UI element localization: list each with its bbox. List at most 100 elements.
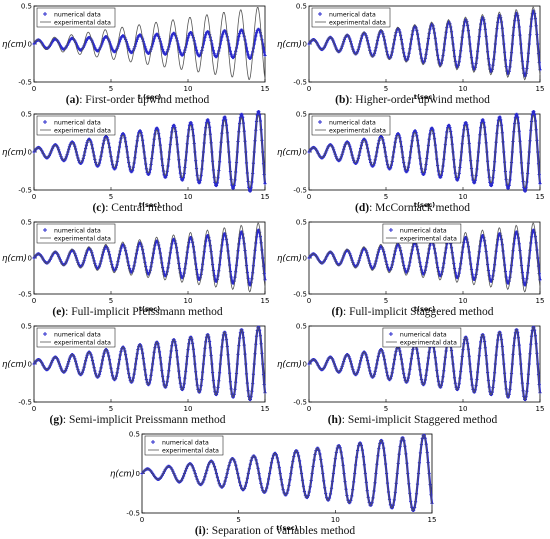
panel-c: 0 5 10 15 -0.5 0 0.5 t(sec) η(cm) numerical data e… (0, 108, 275, 216)
caption-text: : First-order upwind method (79, 94, 210, 106)
y-tick-label: -0.5 (293, 187, 307, 195)
x-tick-label: 15 (428, 516, 437, 524)
x-tick-label: 0 (140, 516, 144, 524)
legend-box (311, 7, 391, 28)
panel-e: 0 5 10 15 -0.5 0 0.5 t(sec) η(cm) numerical data e… (0, 216, 275, 320)
caption-text: : Full-implicit Preissmann method (65, 306, 223, 318)
y-tick-label: -0.5 (293, 79, 307, 87)
legend-label-2: experimental data (54, 339, 111, 346)
y-tick-label: 0 (28, 361, 32, 369)
x-axis-label: t(sec) (414, 305, 435, 313)
caption-letter: (a) (65, 94, 80, 106)
y-tick-label: 0.5 (296, 323, 307, 331)
y-tick-label: 0 (28, 41, 32, 49)
caption-g: (g): Semi-implicit Preissmann method (0, 414, 275, 426)
x-tick-label: 5 (109, 297, 113, 305)
legend-marker-1 (388, 228, 393, 232)
y-tick-label: 0.5 (21, 3, 32, 11)
legend-box (382, 223, 462, 244)
legend-box (144, 435, 224, 456)
x-tick-label: 15 (261, 297, 270, 305)
y-axis-label: η(cm) (277, 254, 302, 264)
y-tick-label: -0.5 (126, 510, 140, 518)
y-axis-label: η(cm) (277, 148, 302, 158)
caption-f: (f): Full-implicit Staggered method (275, 306, 550, 318)
legend-label-1: numerical data (162, 439, 209, 446)
y-axis-label: η(cm) (2, 360, 27, 370)
y-axis-label: η(cm) (2, 148, 27, 158)
x-tick-label: 5 (109, 193, 113, 201)
y-tick-label: 0 (136, 470, 140, 478)
x-tick-label: 10 (459, 297, 468, 305)
y-tick-label: 0 (28, 255, 32, 263)
legend-label-2: experimental data (329, 19, 386, 26)
x-axis-label: t(sec) (139, 201, 160, 209)
caption-c: (c): Central method (0, 202, 275, 214)
caption-b: (b): Higher-order upwind method (275, 94, 550, 106)
caption-letter: (i) (194, 525, 206, 537)
caption-letter: (e) (52, 306, 66, 318)
x-tick-label: 15 (261, 85, 270, 93)
y-tick-label: 0.5 (21, 323, 32, 331)
panel-b: 0 5 10 15 -0.5 0 0.5 t(sec) η(cm) numerical data e… (275, 0, 550, 108)
series-2-line (33, 326, 266, 401)
series-2-line (33, 114, 266, 189)
x-tick-label: 10 (459, 193, 468, 201)
legend-marker-1 (388, 332, 393, 336)
y-tick-label: -0.5 (293, 291, 307, 299)
legend-marker-1 (151, 440, 155, 444)
legend-box (36, 223, 116, 244)
chart-e: 0 5 10 15-0.500.5t(sec)η(cm)numerical datae… (2, 219, 270, 314)
chart-b: 0 5 10 15-0.500.5t(sec)η(cm)numerical datae… (277, 3, 544, 102)
x-tick-label: 5 (109, 405, 113, 413)
y-tick-label: 0 (303, 149, 307, 157)
panel-f: 0 5 10 15 -0.5 0 0.5 t(sec) η(cm) numerical data e… (275, 216, 550, 320)
y-tick-label: 0.5 (296, 111, 307, 119)
y-tick-label: 0.5 (296, 219, 307, 227)
x-tick-label: 0 (307, 85, 311, 93)
caption-text: : Full-implicit Staggered method (343, 306, 494, 318)
x-tick-label: 15 (536, 193, 545, 201)
panel-h: 0 5 10 15 -0.5 0 0.5 η(cm) numerical data experim… (275, 320, 550, 428)
legend-label-1: numerical data (329, 11, 376, 18)
y-tick-label: 0.5 (21, 111, 32, 119)
legend-label-2: experimental data (329, 127, 386, 134)
x-tick-label: 0 (32, 405, 36, 413)
chart-d: 0 5 10 15-0.500.5t(sec)η(cm)numerical datae… (277, 110, 545, 209)
x-tick-label: 5 (384, 85, 388, 93)
series-2-line (33, 6, 266, 80)
legend-box (36, 115, 116, 136)
caption-text: : Higher-order upwind method (349, 94, 490, 106)
x-tick-label: 10 (331, 516, 340, 524)
legend-box (382, 327, 462, 348)
x-tick-label: 10 (184, 85, 193, 93)
legend-label-2: experimental data (54, 127, 111, 134)
legend-label-1: numerical data (329, 119, 376, 126)
legend-label-1: numerical data (400, 227, 447, 234)
caption-a: (a): First-order upwind method (0, 94, 275, 106)
x-tick-label: 10 (184, 405, 193, 413)
chart-a: 0 5 10 15-0.500.5t (sec)η(cm)numerical data… (2, 3, 270, 102)
x-tick-label: 5 (109, 85, 113, 93)
legend-label-1: numerical data (54, 119, 101, 126)
chart-c: 0 5 10 15-0.500.5t(sec)η(cm)numerical datae… (2, 110, 269, 209)
legend-marker-1 (43, 12, 47, 16)
x-tick-label: 10 (459, 85, 468, 93)
x-tick-label: 15 (261, 405, 270, 413)
y-axis-label: η(cm) (2, 40, 27, 50)
y-axis-label: η(cm) (110, 470, 135, 480)
y-tick-label: -0.5 (18, 79, 32, 87)
x-axis-label: t (sec) (138, 93, 161, 101)
legend-marker-1 (318, 120, 322, 124)
caption-letter: (d) (355, 202, 370, 214)
caption-e: (e): Full-implicit Preissmann method (0, 306, 275, 318)
y-tick-label: 0.5 (21, 219, 32, 227)
y-tick-label: 0.5 (129, 431, 140, 439)
y-tick-label: -0.5 (18, 399, 32, 407)
legend-label-2: experimental data (54, 235, 111, 242)
series-1-line (308, 110, 542, 193)
caption-text: : Separation of variables method (205, 525, 356, 537)
series-2-line (308, 114, 541, 189)
x-tick-label: 0 (307, 193, 311, 201)
y-tick-label: 0.5 (296, 3, 307, 11)
